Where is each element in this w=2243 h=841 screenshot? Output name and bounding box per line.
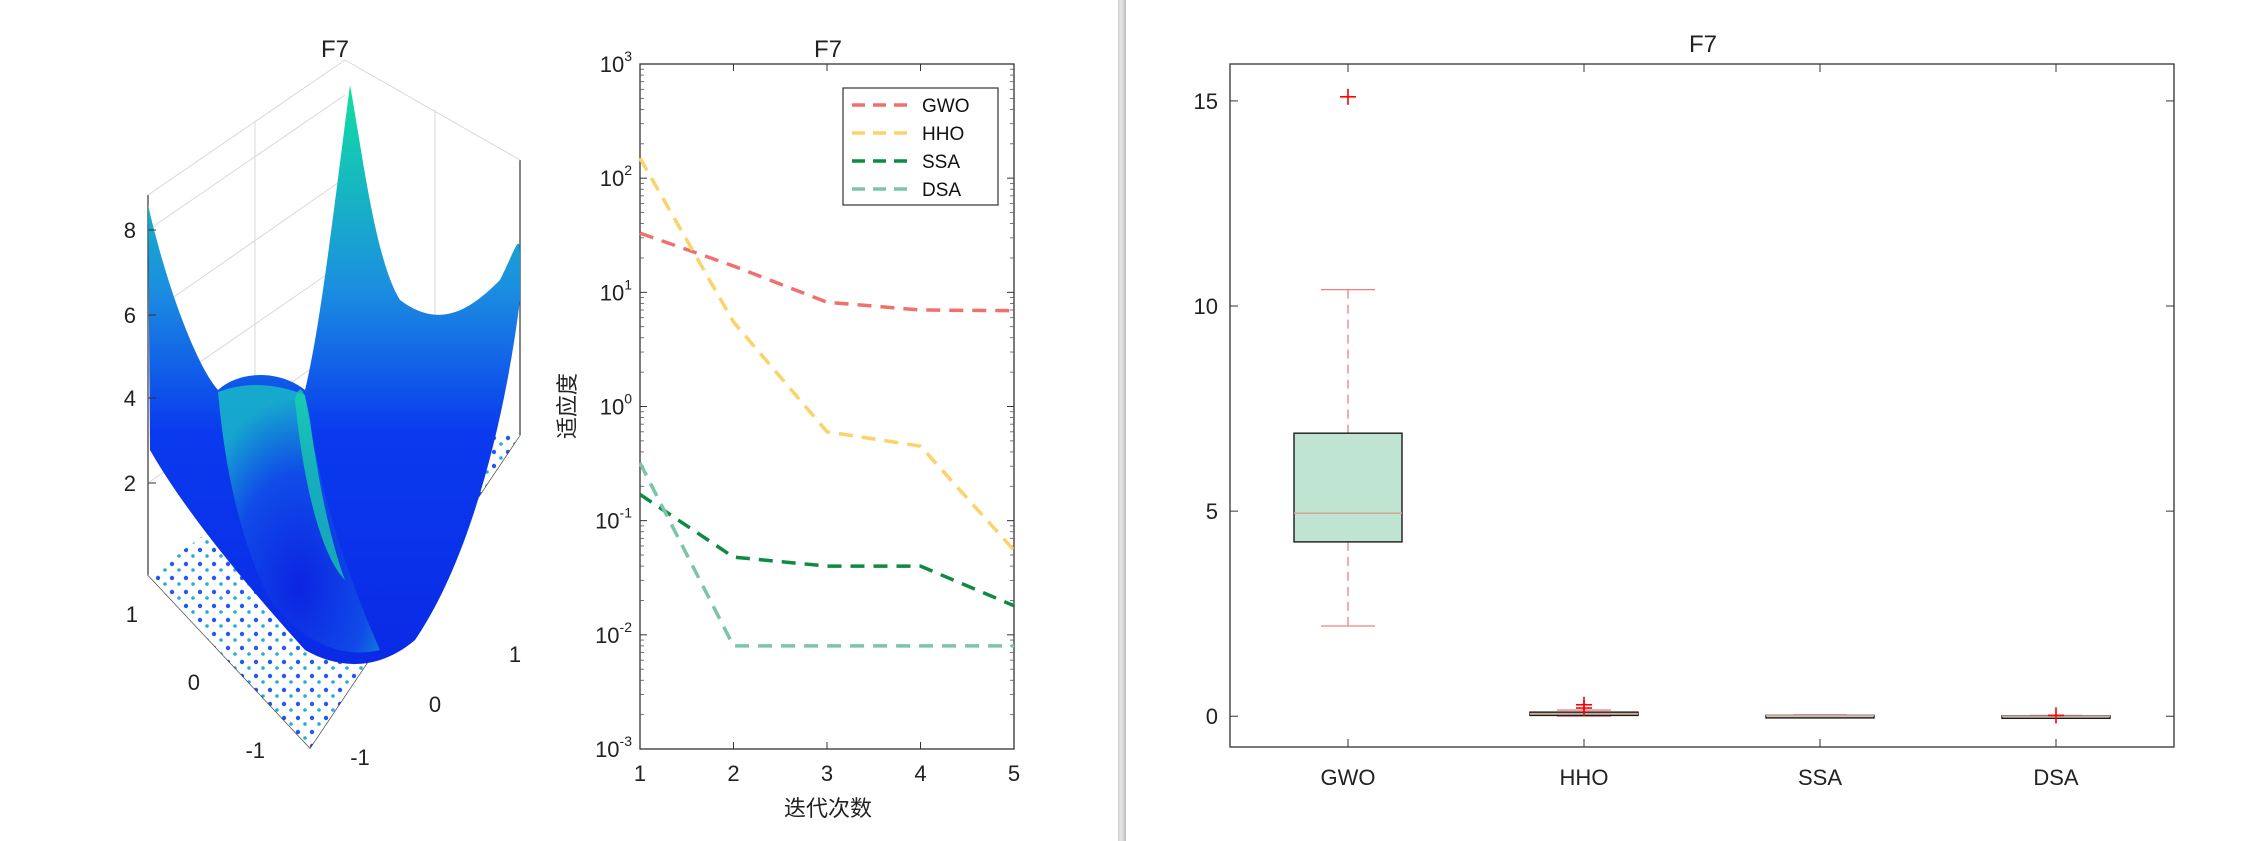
box-y-tick-label: 0	[1206, 704, 1218, 729]
box-gwo	[1293, 88, 1403, 627]
line-chart-x-ticks: 1 2 3 4 5	[634, 64, 1020, 786]
box-ssa	[1765, 714, 1875, 719]
line-chart-y-ticks: 10-3 10-2 10-1 100 101 102 103	[595, 48, 1014, 762]
box-plot-chart: F7 0 5 10 15 GWO HHO SSA DSA	[1194, 31, 2175, 790]
outlier-marker	[1576, 696, 1592, 713]
line-x-tick-label: 3	[821, 761, 833, 786]
line-chart-ylabel: 适应度	[556, 373, 581, 439]
left-figure-canvas: F7 2 4 6 8 -1 0 1 -1 0 1	[124, 36, 1020, 822]
y-tick-label: -1	[245, 738, 265, 763]
box-chart-x-ticks: GWO HHO SSA DSA	[1321, 64, 2079, 790]
surface-inner-bowl	[218, 384, 380, 653]
legend-label: HHO	[922, 124, 964, 145]
line-y-tick-label: 10-1	[595, 505, 632, 534]
z-tick-label: 8	[124, 218, 136, 243]
line-x-tick-label: 1	[634, 761, 646, 786]
line-y-tick-label: 103	[600, 48, 632, 77]
x-tick-label: -1	[350, 745, 370, 770]
box-chart-boxes	[1293, 88, 2111, 724]
line-chart-series-group	[638, 157, 1016, 648]
box-y-tick-label: 5	[1206, 499, 1218, 524]
x-tick-label: 0	[429, 692, 441, 717]
surface-xy-ticks: -1 0 1 -1 0 1	[126, 602, 521, 770]
surface-ridge-highlight	[295, 389, 345, 580]
box-x-tick-label: SSA	[1798, 765, 1842, 790]
y-tick-label: 0	[188, 670, 200, 695]
line-series-hho	[638, 157, 1016, 552]
line-chart-legend: GWO HHO SSA DSA	[842, 87, 999, 206]
box-x-tick-label: GWO	[1321, 765, 1376, 790]
box-x-tick-label: HHO	[1560, 765, 1609, 790]
box-chart-y-ticks: 0 5 10 15	[1194, 89, 2174, 729]
box-chart-axes-box	[1229, 63, 2175, 748]
convergence-line-chart: F7 10-3 10-2 10-1 100 101 102 103 1 2 3 4 5 适应度 迭代…	[556, 36, 1020, 822]
box-hho	[1529, 696, 1639, 717]
box-chart-title: F7	[1689, 31, 1717, 58]
line-series-ssa	[639, 492, 1015, 608]
line-y-tick-label: 10-3	[595, 733, 632, 762]
surface-title: F7	[321, 36, 349, 63]
box-x-tick-label: DSA	[2033, 765, 2079, 790]
outlier-marker	[1340, 88, 1356, 105]
box-iqr	[1293, 432, 1403, 543]
line-chart-xlabel: 迭代次数	[784, 797, 872, 822]
window-divider	[1118, 0, 1126, 841]
line-series-dsa	[638, 462, 1014, 648]
z-tick-label: 2	[124, 471, 136, 496]
legend-box	[842, 87, 999, 206]
box-dsa	[2001, 707, 2111, 724]
line-series-gwo	[639, 231, 1015, 313]
x-tick-label: 1	[509, 642, 521, 667]
right-figure-canvas: F7 0 5 10 15 GWO HHO SSA DSA	[1194, 31, 2175, 790]
legend-label: DSA	[922, 180, 961, 201]
line-x-tick-label: 5	[1008, 761, 1020, 786]
right-figure-window: F7 0 5 10 15 GWO HHO SSA DSA	[1126, 0, 2243, 841]
legend-label: GWO	[922, 96, 970, 117]
outlier-marker	[2048, 707, 2064, 724]
left-figure-window: F7 2 4 6 8 -1 0 1 -1 0 1	[0, 0, 1118, 841]
legend-label: SSA	[922, 152, 960, 173]
box-y-tick-label: 10	[1194, 294, 1218, 319]
z-tick-label: 4	[124, 386, 136, 411]
line-y-tick-label: 100	[600, 391, 632, 420]
line-y-tick-label: 102	[600, 162, 632, 191]
line-x-tick-label: 4	[914, 761, 926, 786]
line-x-tick-label: 2	[727, 761, 739, 786]
line-y-tick-label: 10-2	[595, 619, 632, 648]
line-y-tick-label: 101	[600, 276, 632, 305]
line-chart-title: F7	[814, 36, 842, 63]
surface-z-ticks: 2 4 6 8	[124, 218, 156, 496]
z-tick-label: 6	[124, 303, 136, 328]
surface-plot: F7 2 4 6 8 -1 0 1 -1 0 1	[124, 36, 521, 770]
box-y-tick-label: 15	[1194, 89, 1218, 114]
y-tick-label: 1	[126, 602, 138, 627]
